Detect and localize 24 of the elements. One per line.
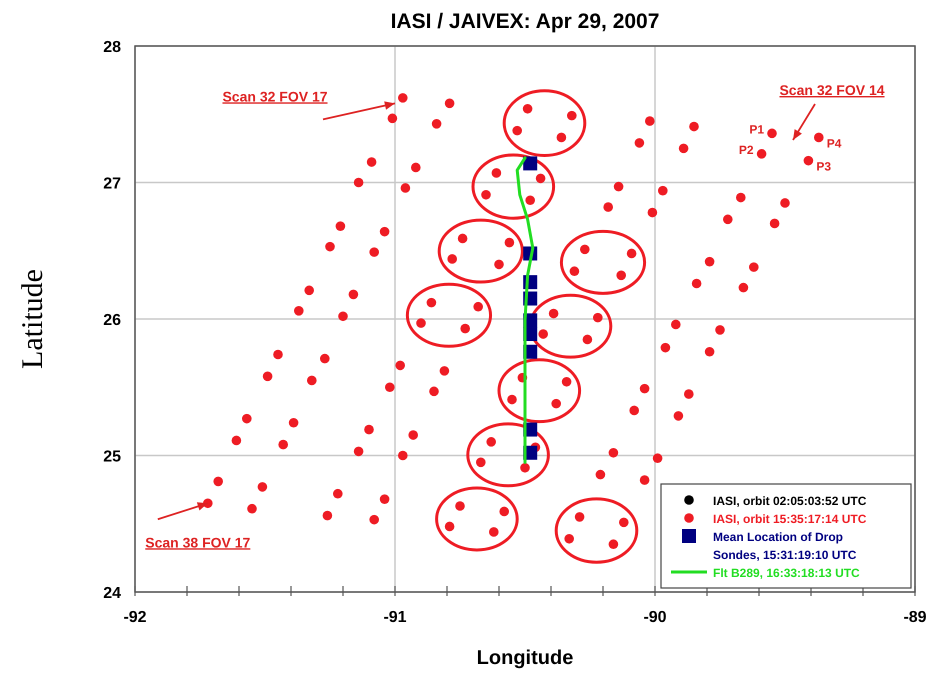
annotation: Scan 38 FOV 17 — [145, 534, 251, 550]
y-tick-label: 27 — [103, 176, 122, 192]
legend-label: Mean Location of Drop Sondes, 15:31:19:10 UTC — [713, 530, 857, 562]
chart-title: IASI / JAIVEX: Apr 29, 2007 — [390, 10, 660, 33]
annotation: Scan 32 FOV 17 — [222, 88, 328, 104]
x-tick-label: -92 — [123, 609, 147, 626]
x-tick-label: -89 — [903, 609, 927, 626]
annotation: P4 — [826, 136, 842, 150]
legend-label: Flt B289, 16:33:18:13 UTC — [713, 566, 860, 580]
x-axis-title: Longitude — [476, 647, 574, 669]
legend-label: IASI, orbit 15:35:17:14 UTC — [713, 512, 867, 526]
annotation: Scan 32 FOV 14 — [779, 82, 885, 98]
annotation: P2 — [738, 142, 754, 157]
annotation: P3 — [816, 160, 832, 174]
y-tick-label: 26 — [103, 312, 122, 329]
y-tick-label: 25 — [103, 448, 122, 466]
y-axis-title: Latitude — [16, 269, 49, 369]
y-tick-label: 24 — [103, 585, 122, 602]
annotation: P1 — [749, 122, 764, 136]
legend-label: IASI, orbit 02:05:03:52 UTC — [713, 494, 867, 508]
point — [523, 156, 538, 170]
y-tick-label: 28 — [103, 39, 122, 56]
x-tick-label: -90 — [643, 609, 667, 626]
x-tick-label: -91 — [383, 609, 407, 626]
